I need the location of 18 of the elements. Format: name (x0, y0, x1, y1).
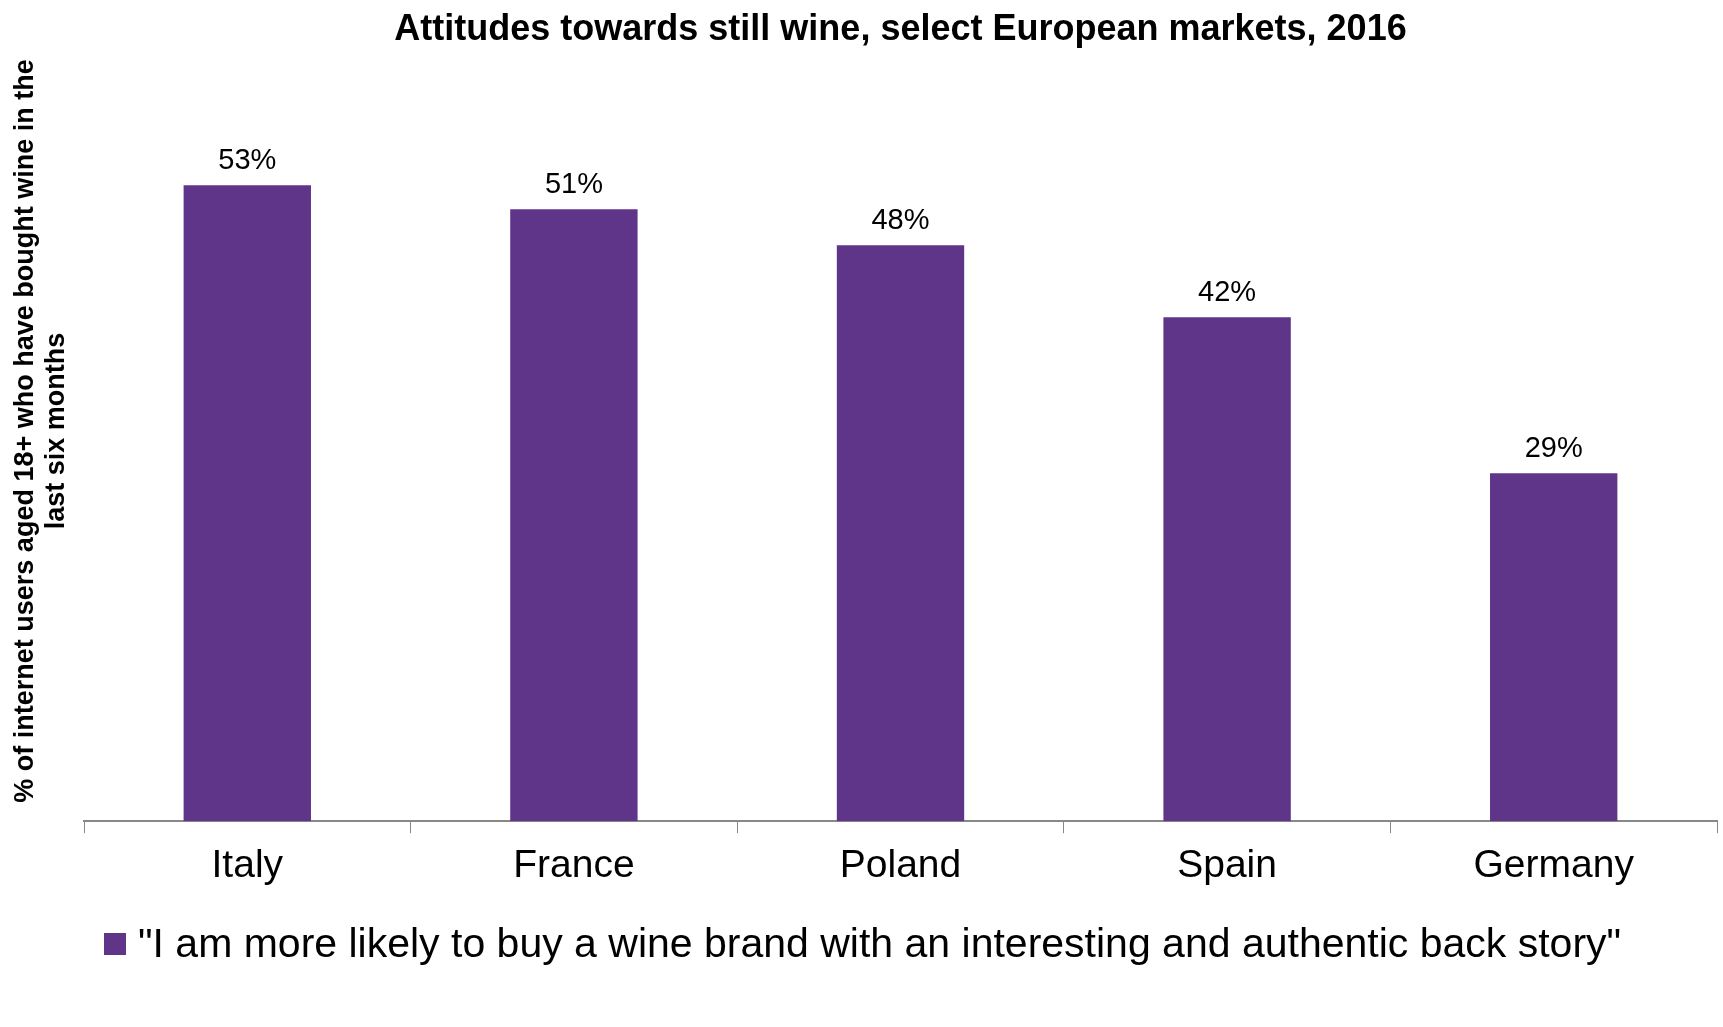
data-label: 48% (871, 202, 930, 235)
bar (1163, 317, 1291, 822)
x-tick-label: Poland (839, 842, 962, 886)
bar (1490, 473, 1618, 822)
y-axis-title: % of internet users aged 18+ who have bought wine in the last six months (9, 58, 71, 805)
chart-title: Attitudes towards still wine, select European markets, 2016 (394, 6, 1407, 48)
data-label: 53% (218, 142, 277, 175)
data-label: 51% (544, 166, 603, 199)
data-label: 29% (1524, 430, 1583, 463)
legend-label: "I am more likely to buy a wine brand with an interesting and authentic back story" (138, 919, 1622, 968)
x-tick-label: Italy (211, 842, 284, 886)
bar (836, 245, 965, 822)
x-tick-label: Germany (1473, 842, 1635, 886)
bar (183, 185, 311, 822)
data-label: 42% (1198, 274, 1257, 307)
bar (510, 209, 638, 822)
x-tick-label: France (513, 842, 635, 886)
x-tick-label: Spain (1177, 842, 1277, 886)
